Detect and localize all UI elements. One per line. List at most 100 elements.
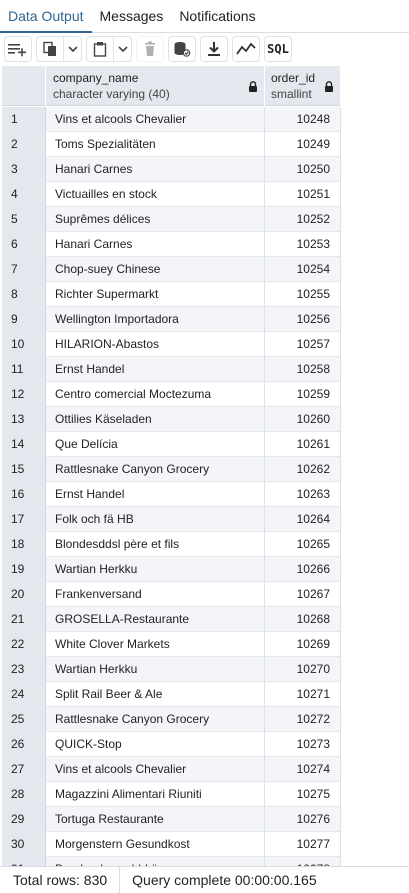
company-name-cell[interactable]: White Clover Markets <box>46 632 265 657</box>
order-id-cell[interactable]: 10251 <box>265 182 341 207</box>
row-number[interactable]: 8 <box>2 282 46 307</box>
order-id-cell[interactable]: 10276 <box>265 807 341 832</box>
row-number[interactable]: 3 <box>2 157 46 182</box>
company-name-cell[interactable]: Folk och fä HB <box>46 507 265 532</box>
order-id-cell[interactable]: 10260 <box>265 407 341 432</box>
order-id-cell[interactable]: 10263 <box>265 482 341 507</box>
row-number[interactable]: 29 <box>2 807 46 832</box>
order-id-cell[interactable]: 10261 <box>265 432 341 457</box>
order-id-cell[interactable]: 10272 <box>265 707 341 732</box>
company-name-cell[interactable]: Berglunds snabbköp <box>46 857 265 866</box>
table-row[interactable]: 5 Suprêmes délices 10252 <box>2 207 341 232</box>
row-number[interactable]: 18 <box>2 532 46 557</box>
table-row[interactable]: 21 GROSELLA-Restaurante 10268 <box>2 607 341 632</box>
table-row[interactable]: 16 Ernst Handel 10263 <box>2 482 341 507</box>
copy-button[interactable] <box>36 36 64 62</box>
company-name-cell[interactable]: Morgenstern Gesundkost <box>46 832 265 857</box>
company-name-cell[interactable]: Chop-suey Chinese <box>46 257 265 282</box>
order-id-cell[interactable]: 10262 <box>265 457 341 482</box>
order-id-cell[interactable]: 10257 <box>265 332 341 357</box>
order-id-cell[interactable]: 10252 <box>265 207 341 232</box>
table-row[interactable]: 6 Hanari Carnes 10253 <box>2 232 341 257</box>
order-id-cell[interactable]: 10273 <box>265 732 341 757</box>
order-id-cell[interactable]: 10274 <box>265 757 341 782</box>
order-id-cell[interactable]: 10249 <box>265 132 341 157</box>
order-id-cell[interactable]: 10266 <box>265 557 341 582</box>
tab-data-output[interactable]: Data Output <box>0 0 92 33</box>
table-row[interactable]: 18 Blondesddsl père et fils 10265 <box>2 532 341 557</box>
table-row[interactable]: 31Berglunds snabbköp10278 <box>2 857 341 866</box>
row-number[interactable]: 7 <box>2 257 46 282</box>
delete-row-button[interactable] <box>136 36 164 62</box>
company-name-cell[interactable]: Toms Spezialitäten <box>46 132 265 157</box>
company-name-cell[interactable]: HILARION-Abastos <box>46 332 265 357</box>
paste-button[interactable] <box>86 36 114 62</box>
row-number[interactable]: 19 <box>2 557 46 582</box>
row-number[interactable]: 25 <box>2 707 46 732</box>
row-number[interactable]: 12 <box>2 382 46 407</box>
table-row[interactable]: 1 Vins et alcools Chevalier 10248 <box>2 107 341 132</box>
graph-visualiser-button[interactable] <box>232 36 260 62</box>
row-number[interactable]: 31 <box>2 857 46 866</box>
table-row[interactable]: 28 Magazzini Alimentari Riuniti 10275 <box>2 782 341 807</box>
table-row[interactable]: 4 Victuailles en stock 10251 <box>2 182 341 207</box>
order-id-cell[interactable]: 10254 <box>265 257 341 282</box>
column-header-order-id[interactable]: order_id smallint <box>265 66 341 106</box>
table-row[interactable]: 27 Vins et alcools Chevalier 10274 <box>2 757 341 782</box>
company-name-cell[interactable]: Centro comercial Moctezuma <box>46 382 265 407</box>
company-name-cell[interactable]: Blondesddsl père et fils <box>46 532 265 557</box>
table-row[interactable]: 26 QUICK-Stop 10273 <box>2 732 341 757</box>
column-header-company-name[interactable]: company_name character varying (40) <box>46 66 265 106</box>
row-number[interactable]: 9 <box>2 307 46 332</box>
save-data-button[interactable] <box>168 36 196 62</box>
order-id-cell[interactable]: 10256 <box>265 307 341 332</box>
add-row-button[interactable] <box>4 36 32 62</box>
table-row[interactable]: 10 HILARION-Abastos 10257 <box>2 332 341 357</box>
order-id-cell[interactable]: 10267 <box>265 582 341 607</box>
table-row[interactable]: 8 Richter Supermarkt 10255 <box>2 282 341 307</box>
table-row[interactable]: 12 Centro comercial Moctezuma 10259 <box>2 382 341 407</box>
table-row[interactable]: 15 Rattlesnake Canyon Grocery 10262 <box>2 457 341 482</box>
company-name-cell[interactable]: Ernst Handel <box>46 482 265 507</box>
table-row[interactable]: 13 Ottilies Käseladen 10260 <box>2 407 341 432</box>
table-row[interactable]: 3 Hanari Carnes 10250 <box>2 157 341 182</box>
company-name-cell[interactable]: Ernst Handel <box>46 357 265 382</box>
row-number[interactable]: 23 <box>2 657 46 682</box>
row-number[interactable]: 27 <box>2 757 46 782</box>
table-row[interactable]: 14 Que Delícia 10261 <box>2 432 341 457</box>
row-number[interactable]: 17 <box>2 507 46 532</box>
copy-options-dropdown[interactable] <box>64 36 82 62</box>
download-button[interactable] <box>200 36 228 62</box>
sql-button[interactable]: SQL <box>264 36 292 62</box>
order-id-cell[interactable]: 10253 <box>265 232 341 257</box>
company-name-cell[interactable]: Frankenversand <box>46 582 265 607</box>
table-row[interactable]: 20 Frankenversand 10267 <box>2 582 341 607</box>
company-name-cell[interactable]: Hanari Carnes <box>46 232 265 257</box>
table-row[interactable]: 2 Toms Spezialitäten 10249 <box>2 132 341 157</box>
row-number[interactable]: 1 <box>2 107 46 132</box>
company-name-cell[interactable]: Tortuga Restaurante <box>46 807 265 832</box>
row-number[interactable]: 10 <box>2 332 46 357</box>
order-id-cell[interactable]: 10270 <box>265 657 341 682</box>
order-id-cell[interactable]: 10277 <box>265 832 341 857</box>
row-number[interactable]: 16 <box>2 482 46 507</box>
company-name-cell[interactable]: Split Rail Beer & Ale <box>46 682 265 707</box>
order-id-cell[interactable]: 10259 <box>265 382 341 407</box>
row-number[interactable]: 11 <box>2 357 46 382</box>
table-row[interactable]: 17 Folk och fä HB 10264 <box>2 507 341 532</box>
row-number[interactable]: 15 <box>2 457 46 482</box>
order-id-cell[interactable]: 10250 <box>265 157 341 182</box>
table-row[interactable]: 23 Wartian Herkku 10270 <box>2 657 341 682</box>
company-name-cell[interactable]: Rattlesnake Canyon Grocery <box>46 707 265 732</box>
row-number[interactable]: 21 <box>2 607 46 632</box>
table-row[interactable]: 24 Split Rail Beer & Ale 10271 <box>2 682 341 707</box>
company-name-cell[interactable]: QUICK-Stop <box>46 732 265 757</box>
order-id-cell[interactable]: 10255 <box>265 282 341 307</box>
company-name-cell[interactable]: Vins et alcools Chevalier <box>46 757 265 782</box>
row-number[interactable]: 20 <box>2 582 46 607</box>
row-number[interactable]: 28 <box>2 782 46 807</box>
company-name-cell[interactable]: Vins et alcools Chevalier <box>46 107 265 132</box>
table-row[interactable]: 9 Wellington Importadora 10256 <box>2 307 341 332</box>
company-name-cell[interactable]: Wartian Herkku <box>46 657 265 682</box>
company-name-cell[interactable]: GROSELLA-Restaurante <box>46 607 265 632</box>
